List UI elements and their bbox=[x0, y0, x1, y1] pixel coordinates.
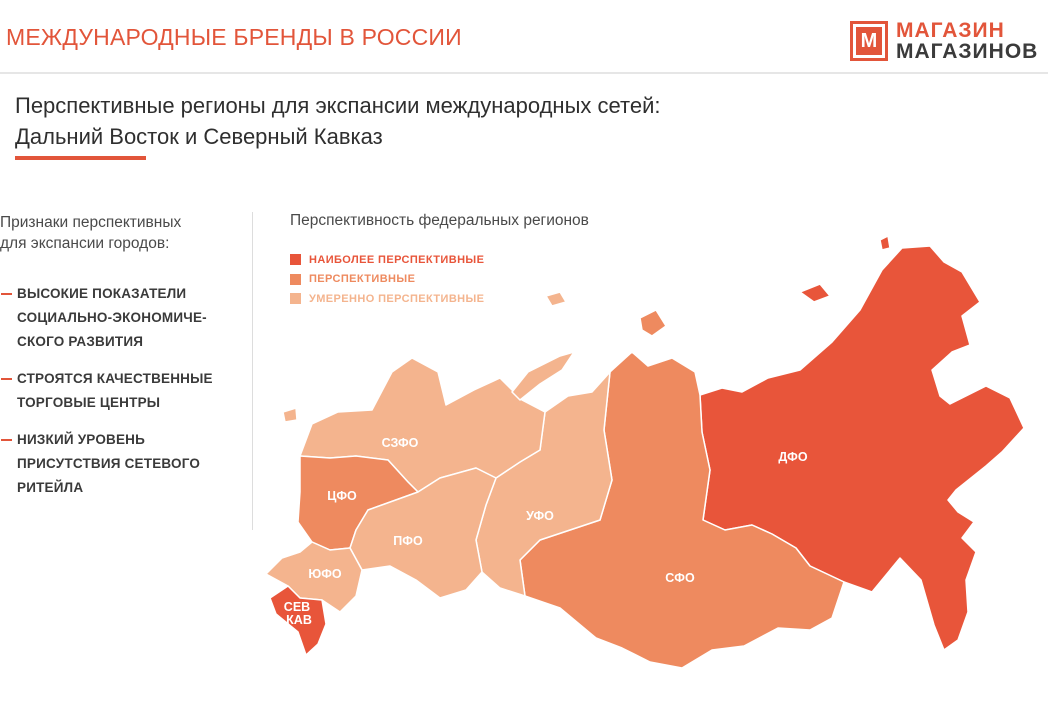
bullet-dash-icon bbox=[1, 293, 12, 295]
arctic-island bbox=[799, 283, 831, 303]
arctic-island bbox=[545, 291, 567, 307]
region-label-sfo: СФО bbox=[665, 571, 695, 585]
logo-mark-letter: М bbox=[856, 27, 882, 55]
criteria-item-text: НИЗКИЙ УРОВЕНЬ ПРИСУТСТВИЯ СЕТЕВОГО РИТЕ… bbox=[17, 432, 201, 495]
arctic-island bbox=[639, 309, 667, 337]
legend-item-most: НАИБОЛЕЕ ПЕРСПЕКТИВНЫЕ bbox=[290, 250, 484, 270]
map-legend: НАИБОЛЕЕ ПЕРСПЕКТИВНЫЕ ПЕРСПЕКТИВНЫЕ УМЕ… bbox=[290, 250, 484, 309]
criteria-item-text: ВЫСОКИЕ ПОКАЗАТЕЛИ СОЦИАЛЬНО-ЭКОНОМИЧЕ- … bbox=[17, 286, 207, 349]
logo-line2: МАГАЗИНОВ bbox=[896, 40, 1039, 63]
arctic-island bbox=[511, 351, 575, 401]
bullet-dash-icon bbox=[1, 439, 12, 441]
region-label-yufo: ЮФО bbox=[308, 567, 342, 581]
region-labels: СЗФО ЦФО ПФО ЮФО СЕВ КАВ УФО СФО ДФО bbox=[284, 436, 808, 627]
region-skfo[interactable] bbox=[269, 585, 327, 656]
region-kaliningrad bbox=[282, 407, 298, 423]
region-label-pfo: ПФО bbox=[393, 534, 423, 548]
criteria-heading: Признаки перспективных для экспансии гор… bbox=[0, 212, 240, 254]
brand-logo[interactable]: М МАГАЗИН МАГАЗИНОВ bbox=[850, 18, 1038, 64]
legend-swatch bbox=[290, 254, 301, 266]
logo-line1: МАГАЗИН bbox=[896, 19, 1005, 42]
legend-label: НАИБОЛЕЕ ПЕРСПЕКТИВНЫЕ bbox=[309, 253, 485, 266]
legend-label: УМЕРЕННО ПЕРСПЕКТИВНЫЕ bbox=[309, 292, 485, 305]
map-title: Перспективность федеральных регионов bbox=[290, 212, 589, 229]
legend-item-moderate: УМЕРЕННО ПЕРСПЕКТИВНЫЕ bbox=[290, 289, 484, 309]
arctic-island bbox=[879, 235, 891, 251]
region-label-ufo: УФО bbox=[526, 509, 554, 523]
slide-subtitle: Перспективные регионы для экспансии межд… bbox=[15, 90, 660, 152]
legend-item-promising: ПЕРСПЕКТИВНЫЕ bbox=[290, 270, 484, 290]
subtitle-underline bbox=[15, 156, 146, 160]
subtitle-line2: Дальний Восток и Северный Кавказ bbox=[15, 124, 383, 149]
criteria-heading-line1: Признаки перспективных bbox=[0, 214, 182, 231]
logo-wordmark: МАГАЗИН МАГАЗИНОВ bbox=[896, 20, 1038, 62]
criteria-item: СТРОЯТСЯ КАЧЕСТВЕННЫЕ ТОРГОВЫЕ ЦЕНТРЫ bbox=[0, 367, 240, 415]
panel-divider bbox=[252, 212, 253, 530]
page-header-title: МЕЖДУНАРОДНЫЕ БРЕНДЫ В РОССИИ bbox=[6, 24, 462, 50]
region-label-szfo: СЗФО bbox=[382, 436, 419, 450]
criteria-item: ВЫСОКИЕ ПОКАЗАТЕЛИ СОЦИАЛЬНО-ЭКОНОМИЧЕ- … bbox=[0, 282, 240, 354]
header-divider bbox=[0, 72, 1048, 74]
legend-swatch bbox=[290, 293, 301, 305]
logo-mark-icon: М bbox=[850, 21, 888, 61]
criteria-heading-line2: для экспансии городов: bbox=[0, 235, 170, 252]
region-label-skfo-1: СЕВ bbox=[284, 600, 310, 614]
region-label-dfo: ДФО bbox=[778, 450, 807, 464]
region-label-skfo-2: КАВ bbox=[286, 613, 312, 627]
region-pfo[interactable] bbox=[349, 467, 497, 599]
bullet-dash-icon bbox=[1, 378, 12, 380]
subtitle-line1: Перспективные регионы для экспансии межд… bbox=[15, 93, 661, 118]
criteria-item: НИЗКИЙ УРОВЕНЬ ПРИСУТСТВИЯ СЕТЕВОГО РИТЕ… bbox=[0, 428, 240, 500]
criteria-list: ВЫСОКИЕ ПОКАЗАТЕЛИ СОЦИАЛЬНО-ЭКОНОМИЧЕ- … bbox=[0, 282, 240, 513]
criteria-item-text: СТРОЯТСЯ КАЧЕСТВЕННЫЕ ТОРГОВЫЕ ЦЕНТРЫ bbox=[17, 371, 213, 410]
legend-label: ПЕРСПЕКТИВНЫЕ bbox=[309, 273, 416, 286]
legend-swatch bbox=[290, 273, 301, 285]
region-label-cfo: ЦФО bbox=[327, 489, 357, 503]
